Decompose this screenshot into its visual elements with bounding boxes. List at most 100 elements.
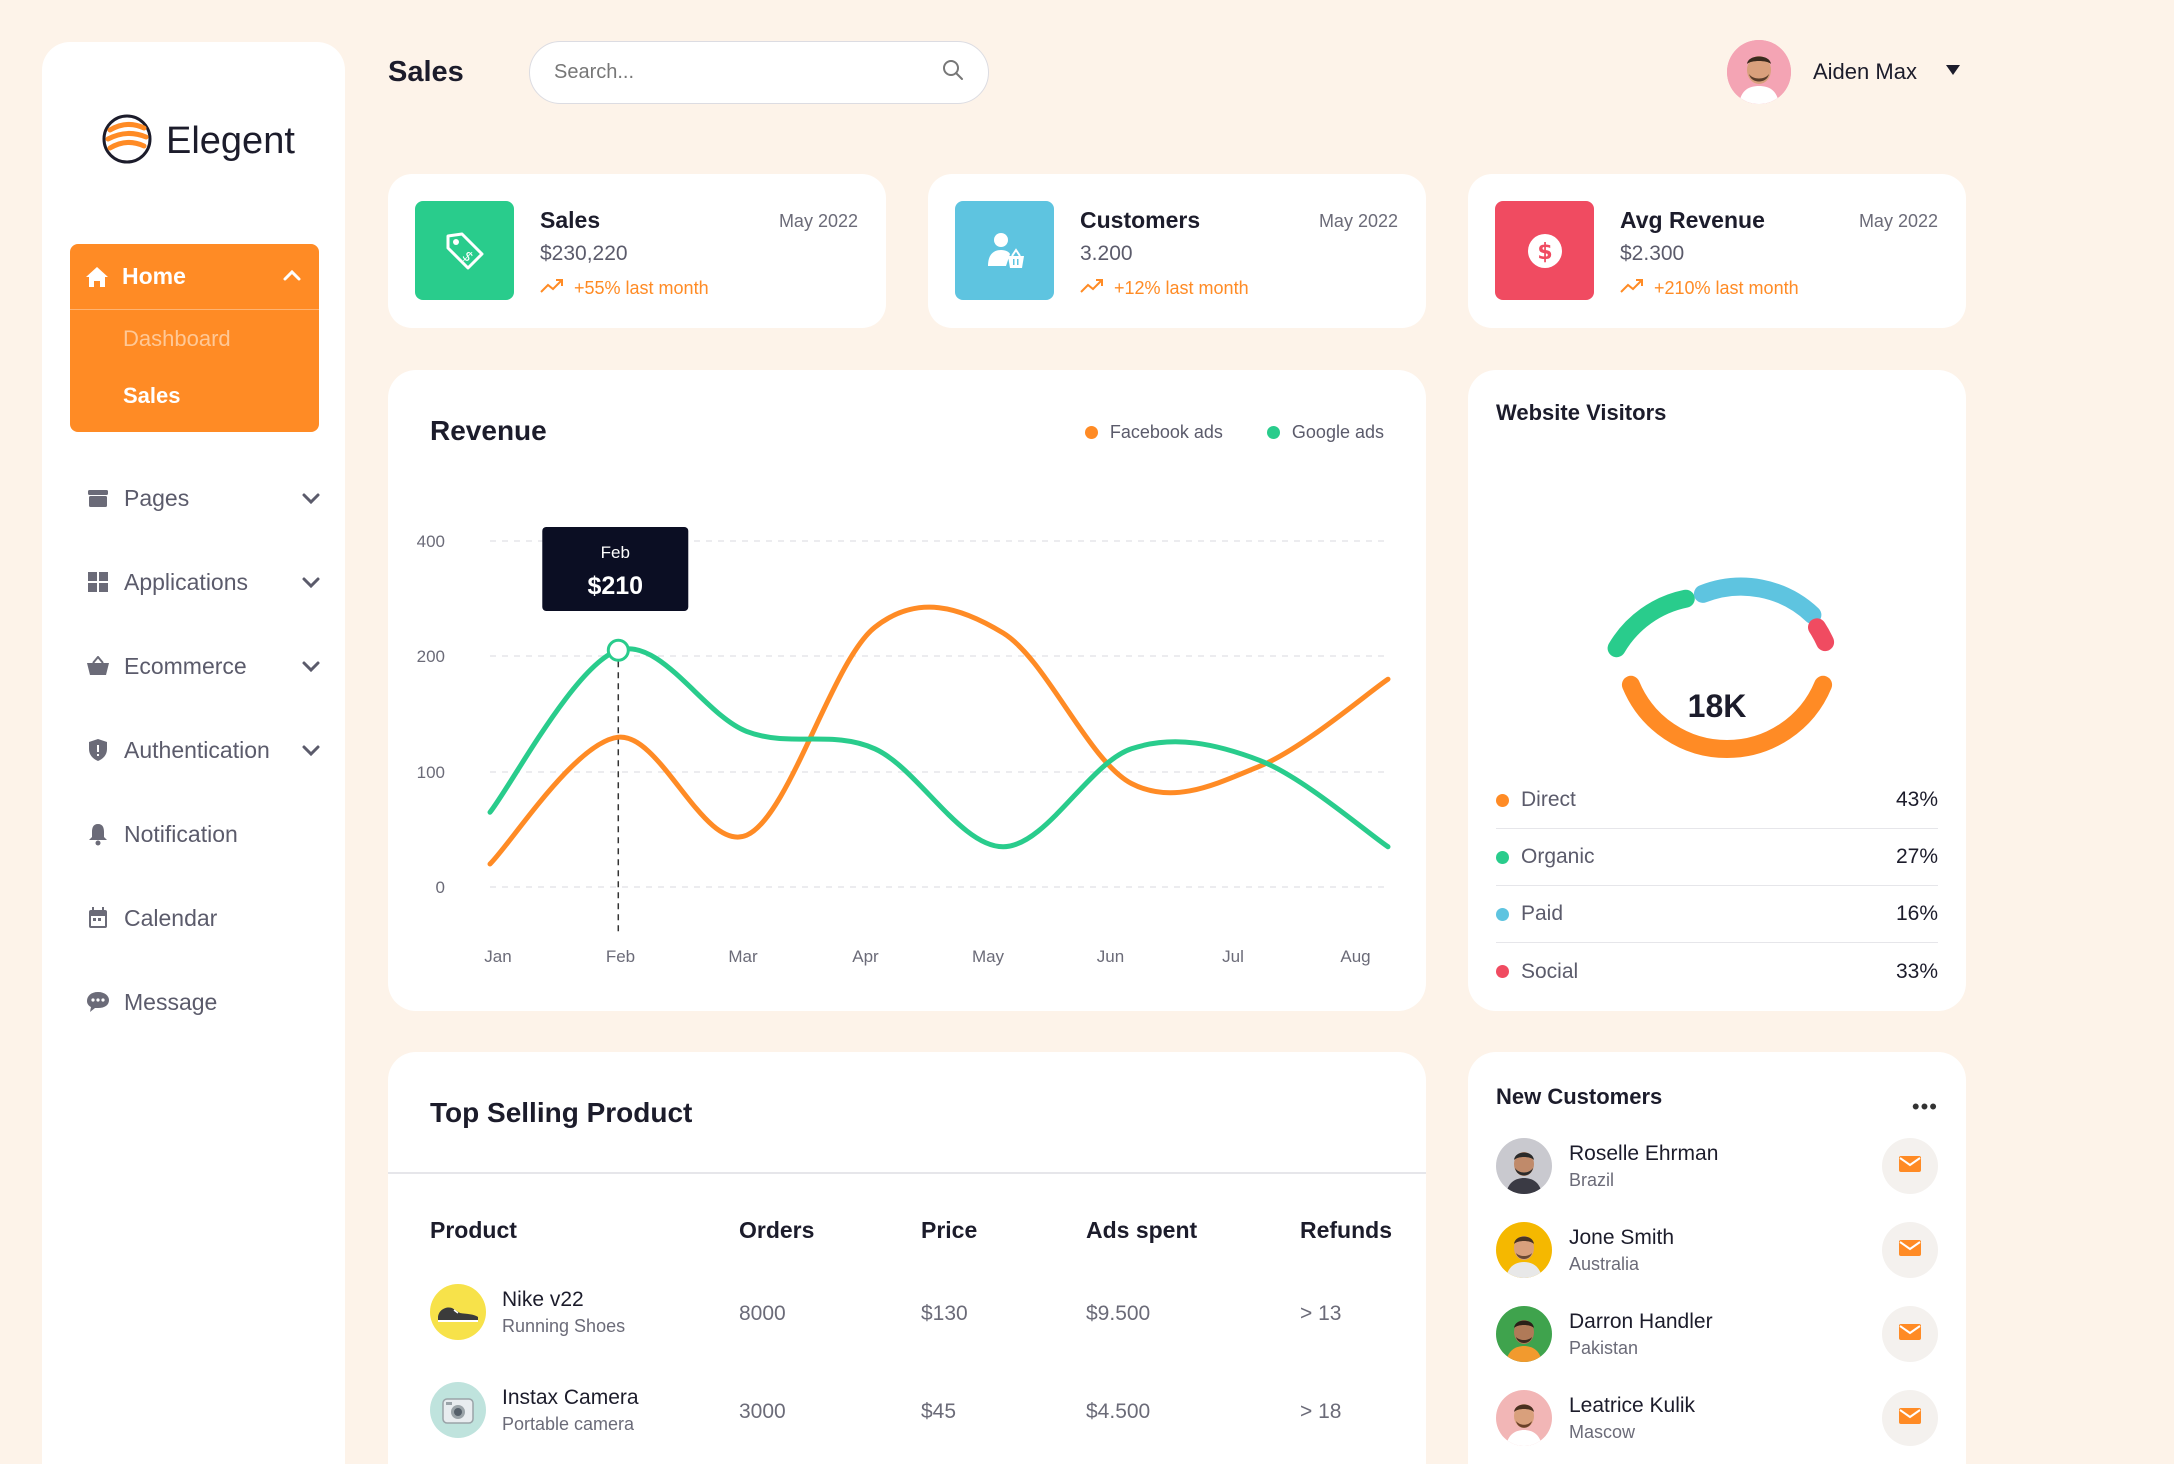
- sidebar-item-home[interactable]: Home: [70, 244, 319, 310]
- logo[interactable]: Elegent: [100, 112, 295, 171]
- column-header[interactable]: Ads spent: [1086, 1217, 1198, 1243]
- sidebar-item-label: Applications: [124, 568, 249, 595]
- legend-item-facebook[interactable]: Facebook ads: [1084, 422, 1223, 443]
- product-category: Running Shoes: [502, 1315, 626, 1336]
- sidebar-item-ecommerce[interactable]: Ecommerce: [84, 646, 322, 686]
- sidebar-item-notification[interactable]: Notification: [84, 814, 322, 854]
- legend-dot: [1496, 907, 1509, 921]
- sidebar-item-pages[interactable]: Pages: [84, 478, 322, 518]
- caret-down-icon[interactable]: [1945, 63, 1961, 81]
- search-input[interactable]: [554, 61, 942, 84]
- donut-segment-paid: [1693, 577, 1822, 624]
- stat-card-customers: Customers May 2022 3.200 +12% last month: [928, 174, 1426, 328]
- mail-button[interactable]: [1882, 1138, 1938, 1194]
- data-point[interactable]: [482, 804, 498, 820]
- stat-trend: +12% last month: [1080, 278, 1249, 299]
- more-options-icon[interactable]: •••: [1911, 1094, 1938, 1119]
- legend-item-google[interactable]: Google ads: [1266, 422, 1384, 443]
- user-menu[interactable]: Aiden Max: [1727, 40, 1961, 104]
- revenue-card: 400 200 100 0 Jan Feb Mar Apr May Jun Jul Aug Feb $21…: [388, 370, 1426, 1011]
- mail-button[interactable]: [1882, 1306, 1938, 1362]
- list-item[interactable]: Jone Smith Australia: [1496, 1220, 1938, 1280]
- data-point[interactable]: [1380, 671, 1396, 687]
- list-item: Direct 43%: [1496, 772, 1938, 829]
- mail-button[interactable]: [1882, 1390, 1938, 1446]
- column-header[interactable]: Price: [921, 1217, 978, 1243]
- sidebar-item-authentication[interactable]: Authentication: [84, 730, 322, 770]
- orders-cell: 3000: [739, 1400, 786, 1423]
- list-item[interactable]: Darron Handler Pakistan: [1496, 1304, 1938, 1364]
- stat-date: May 2022: [1318, 211, 1398, 231]
- search-icon[interactable]: [942, 59, 964, 86]
- avatar[interactable]: [1727, 40, 1791, 104]
- logo-icon: [100, 112, 154, 171]
- visitors-total: 18K: [1688, 688, 1747, 724]
- customer-icon: [955, 201, 1054, 300]
- folder-icon: [84, 488, 112, 508]
- data-point[interactable]: [482, 856, 498, 872]
- trend-up-icon: [1080, 278, 1104, 299]
- legend-label: Google ads: [1291, 422, 1384, 442]
- sidebar-item-applications[interactable]: Applications: [84, 562, 322, 602]
- table-row[interactable]: Nike v22 Running Shoes: [430, 1284, 625, 1340]
- customer-name: Leatrice Kulik: [1569, 1393, 1696, 1417]
- data-point[interactable]: [995, 839, 1011, 855]
- avatar: [1496, 1138, 1552, 1194]
- customer-name: Roselle Ehrman: [1569, 1141, 1719, 1165]
- series-line-google-ads: [487, 646, 1391, 850]
- stat-value: 3.200: [1080, 242, 1133, 265]
- legend-dot: [1496, 850, 1509, 864]
- list-item[interactable]: Leatrice Kulik Mascow: [1496, 1388, 1938, 1448]
- table-row[interactable]: Instax Camera Portable camera: [430, 1382, 639, 1438]
- refunds-cell: > 13: [1300, 1302, 1342, 1325]
- data-point[interactable]: [867, 619, 883, 635]
- x-tick-label: Apr: [852, 947, 879, 966]
- list-item: Paid 16%: [1496, 886, 1938, 943]
- stat-title: Customers: [1080, 207, 1201, 233]
- column-header[interactable]: Orders: [739, 1217, 815, 1243]
- list-item: Organic 27%: [1496, 829, 1938, 886]
- tooltip-label: Feb: [601, 543, 630, 562]
- data-point[interactable]: [1123, 776, 1139, 792]
- divider: [388, 1172, 1426, 1174]
- active-data-point[interactable]: [606, 638, 630, 662]
- legend-label: Facebook ads: [1109, 422, 1223, 442]
- data-point[interactable]: [1123, 741, 1139, 757]
- y-tick-label: 100: [417, 763, 445, 782]
- chevron-up-icon: [281, 264, 303, 292]
- data-point[interactable]: [1380, 839, 1396, 855]
- stat-date: May 2022: [1858, 211, 1938, 231]
- stat-trend-text: +12% last month: [1114, 278, 1249, 298]
- list-item[interactable]: Roselle Ehrman Brazil: [1496, 1136, 1938, 1196]
- sidebar-item-calendar[interactable]: Calendar: [84, 898, 322, 938]
- data-point[interactable]: [739, 723, 755, 739]
- sidebar-subitem-sales[interactable]: Sales: [123, 382, 181, 408]
- data-point[interactable]: [739, 827, 755, 843]
- x-tick-label: Jun: [1097, 947, 1124, 966]
- orders-cell: 8000: [739, 1302, 786, 1325]
- sidebar-item-label: Notification: [124, 820, 238, 847]
- visitor-source-value: 43%: [1895, 788, 1938, 811]
- customer-country: Pakistan: [1569, 1337, 1639, 1358]
- sidebar-item-label: Ecommerce: [124, 652, 247, 679]
- mail-button[interactable]: [1882, 1222, 1938, 1278]
- column-header[interactable]: Refunds: [1300, 1217, 1392, 1243]
- x-tick-label: May: [972, 947, 1005, 966]
- data-point[interactable]: [995, 625, 1011, 641]
- visitor-source-label: Organic: [1521, 845, 1595, 868]
- ads-spent-cell: $4.500: [1086, 1400, 1151, 1423]
- shield-icon: [84, 738, 112, 762]
- data-point[interactable]: [1252, 752, 1268, 768]
- price-cell: $130: [921, 1302, 968, 1325]
- sidebar-item-message[interactable]: Message: [84, 982, 322, 1022]
- stat-trend-text: +210% last month: [1654, 278, 1799, 298]
- stat-card-avg-revenue: $ Avg Revenue May 2022 $2.300 +210% last…: [1468, 174, 1966, 328]
- donut-segment-social: [1808, 618, 1835, 652]
- sidebar-subitem-dashboard[interactable]: Dashboard: [123, 325, 231, 351]
- data-point[interactable]: [867, 741, 883, 757]
- search-bar: [529, 41, 989, 104]
- data-point[interactable]: [610, 729, 626, 745]
- sidebar-item-home-label: Home: [122, 263, 186, 289]
- column-header[interactable]: Product: [430, 1217, 517, 1243]
- sidebar-item-label: Calendar: [124, 904, 218, 931]
